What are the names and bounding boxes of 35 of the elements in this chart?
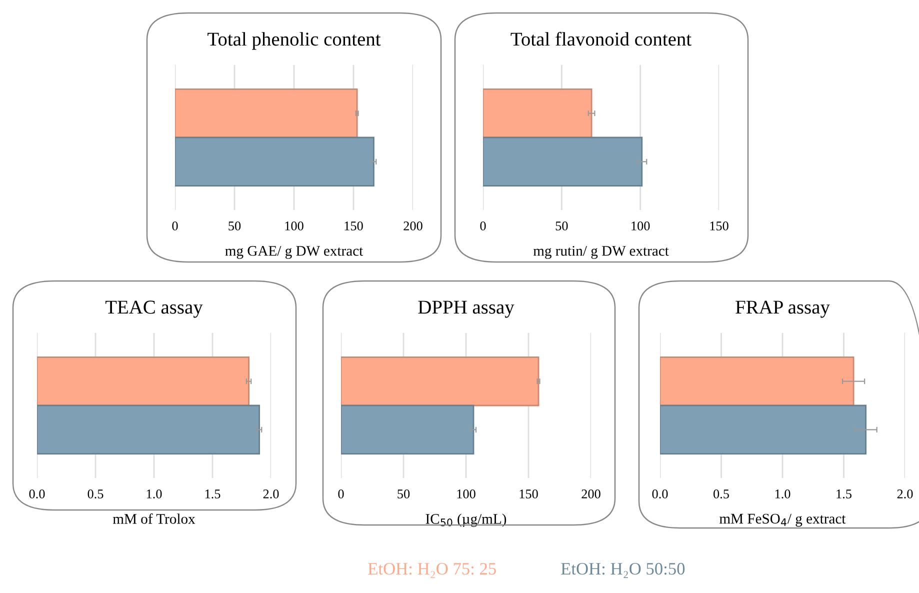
chart-title: DPPH assay <box>418 300 514 318</box>
x-tick-label: 1.0 <box>146 489 162 498</box>
x-tick-label: 0 <box>172 221 178 230</box>
x-tick-label: 50 <box>398 489 410 498</box>
x-tick-label: 100 <box>457 489 476 498</box>
x-tick-label: 50 <box>556 221 568 230</box>
x-axis-title: mM of Trolox <box>112 513 196 524</box>
x-axis-title: mg GAE/ g DW extract <box>225 246 364 259</box>
x-tick-label: 0.0 <box>29 489 45 498</box>
x-tick-label: 2.0 <box>897 489 913 498</box>
x-tick-label: 2.0 <box>263 489 279 498</box>
x-tick-label: 50 <box>228 221 241 230</box>
x-tick-label: 1.5 <box>836 490 852 498</box>
x-tick-label: 1.0 <box>775 489 790 498</box>
chart-title: FRAP assay <box>736 300 830 318</box>
chart-title: Total phenolic content <box>208 32 381 50</box>
chart-title: TEAC assay <box>105 300 203 318</box>
text: EtOH: H₂O 50:50 <box>561 562 685 578</box>
x-tick-label: 1.5 <box>205 490 220 498</box>
x-tick-label: 150 <box>710 221 728 230</box>
x-tick-label: 0 <box>338 489 344 498</box>
x-tick-label: 0 <box>480 221 486 230</box>
chart-title: Total flavonoid content <box>510 32 692 46</box>
text: EtOH: H₂O 75: 25 <box>368 562 496 578</box>
x-tick-label: 0.5 <box>88 489 104 498</box>
x-axis-title: mM FeSO$_{4}$/ g extract <box>720 514 846 527</box>
x-tick-label: 100 <box>285 221 304 230</box>
x-tick-label: 200 <box>582 489 600 498</box>
x-tick-label: 200 <box>404 221 422 230</box>
x-tick-label: 100 <box>632 221 650 230</box>
x-tick-label: 0.0 <box>652 489 668 498</box>
x-tick-label: 150 <box>520 489 538 498</box>
x-tick-label: 150 <box>344 221 363 230</box>
x-tick-label: 0.5 <box>714 489 729 498</box>
x-axis-title: mg rutin/ g DW extract <box>533 246 669 259</box>
